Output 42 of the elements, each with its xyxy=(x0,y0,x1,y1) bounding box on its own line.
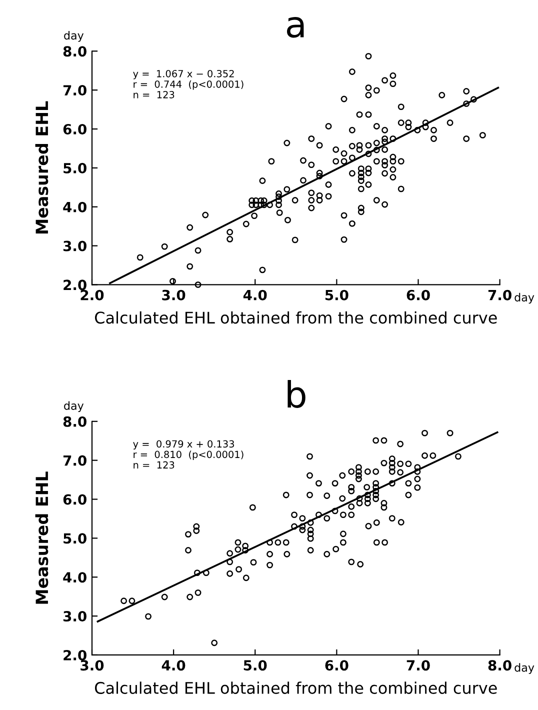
x-tick-label: 5.0 xyxy=(325,290,348,300)
text: day xyxy=(64,31,84,42)
annotation: r = 0.744 (p<0.0001) xyxy=(134,80,244,90)
text: day xyxy=(514,292,534,304)
x-tick-label: 2.0 xyxy=(80,290,104,300)
x-tick-label: 3.0 xyxy=(162,290,186,300)
y-axis-title: Measured EHL xyxy=(35,472,48,604)
y-tick-label: 2.0 xyxy=(64,650,86,660)
y-tick-label: 4.0 xyxy=(63,202,86,212)
annotation: y = 0.979 x + 0.133 xyxy=(133,440,234,450)
annotation: n = 123 xyxy=(134,91,174,98)
chart-title: b xyxy=(288,380,306,408)
x-tick-label: 4.0 xyxy=(243,290,267,300)
x-axis-title: Calculated EHL obtained from the combined curve xyxy=(95,311,497,324)
y-tick-label: 5.0 xyxy=(64,162,86,174)
y-tick-label: 6.0 xyxy=(63,494,86,505)
y-tick-label: 7.0 xyxy=(63,455,86,466)
y-tick-label: 2.0 xyxy=(64,280,86,290)
y-axis-title: Measured EHL xyxy=(35,101,48,234)
y-tick-label: 7.0 xyxy=(63,85,86,96)
y-tick-label: 3.0 xyxy=(63,611,86,622)
x-tick-label: 5.0 xyxy=(244,660,267,671)
y-tick-label: 6.0 xyxy=(63,124,86,134)
text: day xyxy=(514,663,534,674)
y-tick-label: 8.0 xyxy=(63,416,86,427)
x-tick-label: 6.0 xyxy=(325,660,348,671)
x-tick-label: 7.0 xyxy=(406,660,430,671)
chart-title: a xyxy=(287,17,304,38)
x-tick-label: 8.0 xyxy=(488,660,512,671)
y-tick-label: 8.0 xyxy=(63,46,86,57)
annotation: n = 123 xyxy=(134,461,174,469)
x-tick-label: 4.0 xyxy=(162,660,186,671)
y-tick-label: 4.0 xyxy=(63,572,86,583)
annotation: r = 0.810 (p<0.0001) xyxy=(134,450,244,460)
x-tick-label: 3.0 xyxy=(80,660,104,671)
y-tick-label: 5.0 xyxy=(64,533,86,544)
annotation: y = 1.067 x − 0.352 xyxy=(133,70,234,80)
text: day xyxy=(64,401,84,412)
x-tick-label: 6.0 xyxy=(406,290,430,300)
x-axis-title: Calculated EHL obtained from the combined curve xyxy=(95,682,497,694)
x-tick-label: 7.0 xyxy=(488,290,512,300)
y-tick-label: 3.0 xyxy=(63,240,86,252)
